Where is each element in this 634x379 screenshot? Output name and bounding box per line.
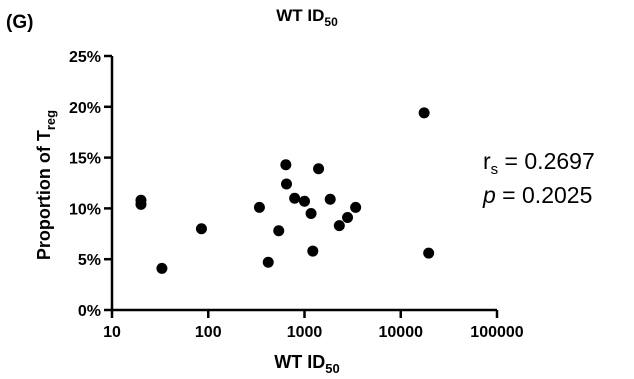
data-point (305, 207, 317, 219)
data-point (289, 192, 301, 204)
x-tick-label: 10000 (379, 324, 424, 341)
rs-annotation: rs = 0.2697 (483, 148, 595, 178)
data-point (273, 225, 285, 237)
y-ticks: 0% 5% 10% 15% 20% 25% (69, 49, 112, 320)
y-tick-label: 0% (78, 303, 101, 320)
rs-subscript: s (491, 161, 499, 178)
y-tick-label: 5% (78, 252, 101, 269)
y-tick-label: 20% (69, 100, 101, 117)
data-point (418, 107, 430, 119)
y-axis-label-main: Proportion of T (34, 130, 54, 260)
data-point (324, 193, 336, 205)
x-axis-label-main: WT ID (274, 352, 325, 372)
p-symbol: p (482, 182, 496, 208)
p-annotation: p = 0.2025 (482, 182, 592, 208)
x-tick-label: 100000 (470, 324, 523, 341)
y-axis-label-sub: reg (43, 110, 58, 130)
data-point (280, 159, 292, 171)
data-point (333, 220, 345, 232)
y-tick-label: 10% (69, 201, 101, 218)
chart-title-sub: 50 (324, 15, 338, 29)
x-tick-label: 1000 (287, 324, 323, 341)
panel-label: (G) (6, 12, 33, 33)
x-tick-label: 100 (195, 324, 222, 341)
data-point (307, 245, 319, 257)
data-point (299, 195, 310, 207)
data-points (135, 107, 435, 274)
data-point (253, 201, 265, 213)
x-axis-label: WT ID50 (274, 352, 339, 376)
y-tick-label: 25% (69, 49, 101, 66)
p-value: = 0.2025 (496, 182, 593, 208)
data-point (195, 223, 207, 235)
x-tick-label: 10 (103, 324, 121, 341)
y-tick-label: 15% (69, 151, 101, 168)
data-point (423, 247, 435, 259)
rs-value: = 0.2697 (498, 148, 595, 174)
x-ticks: 10 100 1000 10000 100000 (103, 310, 524, 341)
chart-title: WT ID50 (276, 6, 338, 29)
data-point (262, 256, 274, 268)
x-axis-label-sub: 50 (325, 361, 339, 376)
chart-title-main: WT ID (276, 6, 324, 25)
data-point (313, 163, 325, 175)
data-point (342, 212, 354, 224)
data-point (135, 198, 147, 210)
data-point (280, 178, 292, 190)
data-point (350, 201, 362, 213)
data-point (156, 262, 168, 274)
y-axis-label: Proportion of Treg (34, 110, 58, 260)
rs-symbol: r (483, 148, 491, 174)
